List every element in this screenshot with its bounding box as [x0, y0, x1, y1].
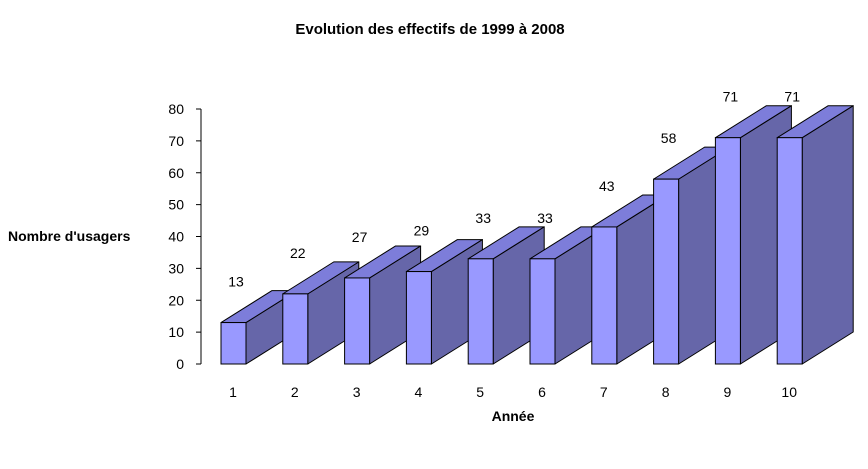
y-tick-label: 50 [168, 197, 184, 213]
y-axis-label: Nombre d'usagers [8, 228, 131, 244]
bar [529, 258, 556, 365]
x-tick-label: 7 [600, 384, 608, 400]
x-tick-label: 5 [476, 384, 484, 400]
data-label: 27 [352, 229, 368, 245]
x-tick-label: 8 [662, 384, 670, 400]
x-tick-label: 2 [291, 384, 299, 400]
bar-side [801, 105, 854, 365]
bar [220, 322, 247, 365]
y-tick-label: 10 [168, 324, 184, 340]
data-label: 43 [599, 178, 615, 194]
y-tick-label: 60 [168, 165, 184, 181]
bar-group [776, 105, 854, 365]
data-label: 58 [661, 130, 677, 146]
y-tick-label: 0 [176, 356, 184, 372]
x-tick-label: 3 [353, 384, 361, 400]
bar [282, 293, 309, 365]
bar [776, 137, 803, 365]
y-tick-label: 30 [168, 260, 184, 276]
y-tick-label: 80 [168, 101, 184, 117]
bar [405, 271, 432, 365]
y-tick-label: 40 [168, 229, 184, 245]
data-label: 71 [784, 89, 800, 105]
bar [653, 178, 680, 365]
bar [714, 137, 741, 365]
y-tick-label: 70 [168, 133, 184, 149]
data-label: 29 [414, 223, 430, 239]
x-tick-label: 4 [415, 384, 423, 400]
bar [467, 258, 494, 365]
x-tick-label: 10 [781, 384, 797, 400]
data-label: 13 [228, 274, 244, 290]
x-tick-label: 1 [229, 384, 237, 400]
x-tick-label: 6 [538, 384, 546, 400]
x-axis-label: Année [492, 408, 535, 424]
data-label: 71 [723, 89, 739, 105]
chart-title: Evolution des effectifs de 1999 à 2008 [295, 21, 564, 38]
x-tick-label: 9 [724, 384, 732, 400]
data-label: 33 [475, 210, 491, 226]
axis-layer: 0 10 20 30 40 50 60 70 80 [168, 101, 202, 372]
y-tick-label: 20 [168, 292, 184, 308]
bar [344, 277, 371, 365]
bar [591, 226, 618, 365]
data-label: 33 [537, 210, 553, 226]
data-label: 22 [290, 245, 306, 261]
